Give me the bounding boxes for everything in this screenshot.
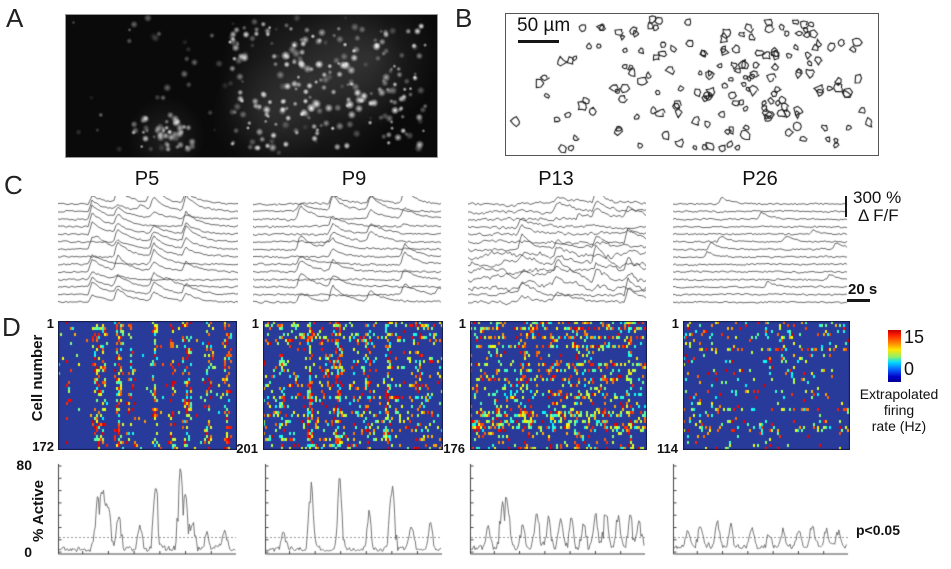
amplitude-scale-value: 300 %: [853, 188, 902, 207]
panel-b-scalebar-label: 50 µm: [517, 15, 571, 36]
cell-number-axis-label: Cell number: [29, 334, 46, 422]
heatmap4-last-cell: 114: [657, 441, 678, 456]
panel-c-title-p5: P5: [134, 168, 160, 190]
panel-a-fluorescence-image: [65, 14, 438, 158]
amplitude-scale-unit: Δ F/F: [858, 206, 899, 225]
panel-c-label: C: [4, 170, 23, 200]
activity-plot-p26: [672, 460, 849, 557]
activity-ymin-label: 0: [24, 544, 32, 560]
heatmap-p13: [470, 321, 647, 450]
heatmap-p26: [683, 321, 850, 450]
panel-c-traces-p5: [58, 196, 238, 309]
panel-a-label: A: [6, 3, 24, 33]
activity-plot-p9: [264, 460, 443, 557]
heatmap-p9: [263, 321, 443, 450]
activity-ymax-label: 80: [16, 457, 32, 473]
heatmap3-first-cell: 1: [458, 316, 466, 331]
heatmap-p5: [58, 321, 237, 450]
percent-active-axis-label: % Active: [30, 480, 47, 542]
panel-b-cell-outline-map: 50 µm: [505, 13, 879, 156]
panel-b-outlines-canvas: [506, 14, 878, 155]
panel-c-title-p9: P9: [341, 168, 367, 190]
heatmap1-last-cell: 172: [32, 439, 54, 454]
panel-c-traces-p26: [673, 196, 848, 309]
activity-plot-p13: [469, 460, 646, 557]
activity-plot-p5: [57, 460, 237, 557]
colorbar-caption-line1: Extrapolated: [859, 386, 939, 402]
firing-rate-colorbar: [888, 330, 901, 382]
colorbar-caption-line3: rate (Hz): [871, 418, 927, 434]
amplitude-scalebar: [845, 196, 847, 217]
significance-label: p<0.05: [856, 522, 900, 538]
panel-b-label: B: [455, 3, 473, 33]
time-scalebar: [847, 299, 870, 302]
colorbar-min-label: 0: [904, 359, 915, 379]
colorbar-max-label: 15: [904, 327, 925, 347]
heatmap3-last-cell: 176: [443, 441, 465, 456]
panel-d-label: D: [2, 312, 21, 342]
panel-c-traces-p13: [468, 196, 646, 309]
heatmap1-first-cell: 1: [46, 316, 54, 331]
heatmap2-first-cell: 1: [251, 316, 259, 331]
panel-c-title-p13: P13: [538, 168, 574, 190]
panel-c-traces-p9: [253, 196, 442, 309]
heatmap4-first-cell: 1: [671, 316, 679, 331]
time-scale-label: 20 s: [848, 281, 878, 298]
heatmap2-last-cell: 201: [236, 441, 258, 456]
colorbar-caption-line2: firing: [883, 402, 915, 418]
panel-c-title-p26: P26: [742, 168, 778, 190]
panel-b-scalebar: [518, 40, 559, 43]
